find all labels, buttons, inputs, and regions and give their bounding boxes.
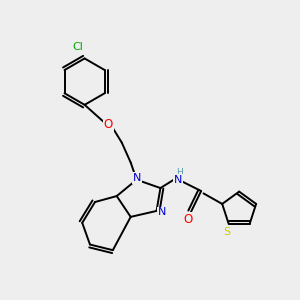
Text: O: O (183, 213, 193, 226)
Text: N: N (174, 175, 182, 185)
Text: H: H (176, 168, 183, 177)
Text: N: N (158, 207, 167, 218)
Text: N: N (133, 173, 141, 183)
Text: O: O (104, 118, 113, 131)
Text: S: S (224, 227, 231, 237)
Text: Cl: Cl (73, 42, 83, 52)
